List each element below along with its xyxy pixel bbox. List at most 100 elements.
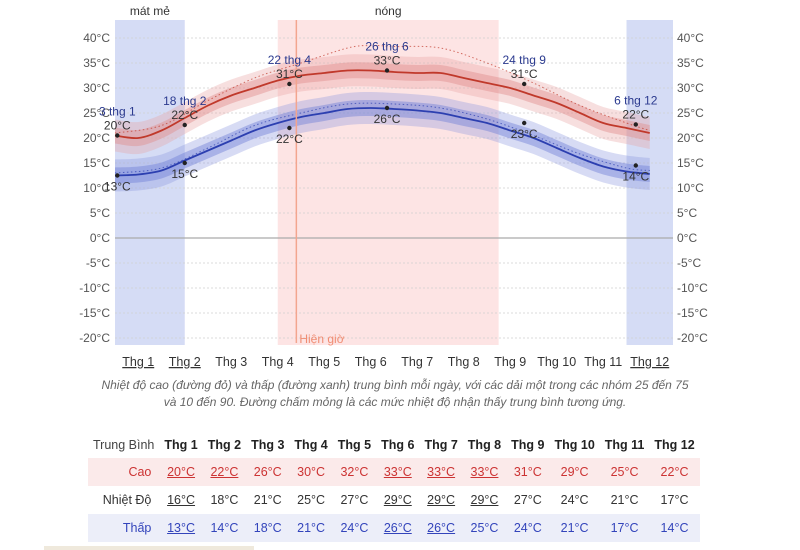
season-band [115, 20, 185, 345]
feels-like-low-line [114, 102, 650, 174]
annotation-high: 22°C [171, 108, 198, 122]
table-cell: 33°C [462, 458, 507, 486]
table-cell: 21°C [549, 514, 600, 542]
annotation-date: 26 thg 6 [365, 40, 409, 54]
y-tick-left: 0°C [90, 231, 110, 245]
annotation-high: 20°C [104, 119, 131, 133]
annotation-low: 13°C [104, 180, 131, 194]
table-cell: 29°C [376, 486, 420, 514]
y-tick-left: 40°C [83, 31, 110, 45]
table-cell: 16°C [159, 486, 203, 514]
y-tick-right: 40°C [677, 31, 704, 45]
high-point [522, 81, 527, 87]
table-month-header: Thg 6 [381, 438, 415, 452]
table-month-header: Thg 4 [294, 438, 328, 452]
table-cell: 25°C [599, 458, 650, 486]
annotation-high: 31°C [276, 67, 303, 81]
table-cell: 25°C [462, 514, 507, 542]
annotation-low: 23°C [511, 127, 538, 141]
table-cell-value: 30°C [297, 465, 326, 479]
table-cell: 22°C [649, 458, 700, 486]
table-month-header: Thg 9 [511, 438, 545, 452]
table-row-label: Cao [88, 458, 160, 486]
table-cell-value: 18°C [253, 521, 282, 535]
table-cell: 24°C [506, 514, 550, 542]
annotation-low: 22°C [276, 132, 303, 146]
annotation-date: 18 thg 2 [163, 94, 207, 108]
y-tick-left: 30°C [83, 81, 110, 95]
low-point [633, 163, 638, 168]
table-cell-value: 25°C [297, 493, 326, 507]
table-cell-value: 27°C [340, 493, 369, 507]
y-tick-left: -20°C [79, 331, 110, 345]
y-tick-right: 5°C [677, 206, 697, 220]
y-tick-right: 0°C [677, 231, 697, 245]
table-cell: 29°C [462, 486, 507, 514]
table-cell-value: 25°C [610, 465, 639, 479]
table-cell-value: 17°C [610, 521, 639, 535]
y-tick-left: 10°C [83, 181, 110, 195]
annotation-date: 3 thg 1 [99, 105, 136, 119]
table-cell: 33°C [376, 458, 420, 486]
month-label: Thg 11 [584, 355, 622, 369]
annotation-high: 22°C [622, 108, 649, 122]
table-cell: 24°C [549, 486, 600, 514]
y-tick-left: -10°C [79, 281, 110, 295]
table-cell: 20°C [159, 458, 203, 486]
month-label: Thg 9 [494, 355, 526, 369]
table-row-mean: Nhiệt Độ 16°C 18°C 21°C 25°C 27°C 29°C 29°C 29°C… [88, 486, 700, 514]
table-cell-value: 21°C [253, 493, 282, 507]
low-temp-line [114, 107, 650, 177]
footer-bar [44, 546, 254, 550]
high-point [384, 68, 390, 73]
annotation-low: 14°C [622, 170, 649, 184]
month-label: Thg 4 [262, 355, 294, 369]
high-point [633, 122, 638, 127]
table-month-header: Thg 12 [654, 438, 695, 452]
table-cell: 17°C [649, 486, 700, 514]
y-tick-right: 15°C [677, 156, 704, 170]
table-cell: 21°C [599, 486, 650, 514]
annotation-date: 22 thg 4 [268, 53, 312, 67]
table-cell: 17°C [599, 514, 650, 542]
low-band-10-90 [115, 92, 650, 192]
high-point [115, 133, 120, 138]
table-cell-value: 13°C [167, 521, 196, 535]
table-cell: 18°C [246, 514, 290, 542]
table-cell-value: 14°C [660, 521, 689, 535]
table-row-low: Thấp 13°C 14°C 18°C 21°C 24°C 26°C 26°C 25°C 24°C… [88, 514, 700, 542]
table-cell-value: 27°C [513, 493, 542, 507]
table-cell-value: 16°C [167, 493, 196, 507]
y-tick-left: -15°C [79, 306, 110, 320]
month-label: Thg 7 [401, 355, 433, 369]
table-cell: 22°C [202, 458, 247, 486]
table-cell-value: 29°C [427, 493, 456, 507]
table-row-label: Thấp [88, 514, 160, 542]
table-cell-value: 17°C [660, 493, 689, 507]
annotation-low: 26°C [374, 112, 401, 126]
y-tick-left: -5°C [86, 256, 110, 270]
table-cell: 26°C [419, 514, 463, 542]
high-band-25-75 [115, 62, 650, 147]
y-tick-left: 35°C [83, 56, 110, 70]
y-tick-right: -15°C [677, 306, 708, 320]
annotation-low: 15°C [171, 167, 198, 181]
season-band [626, 20, 673, 345]
now-marker-label: Hiện giờ [299, 332, 344, 346]
feels-like-high-line [114, 44, 650, 134]
season-label: nóng [375, 4, 402, 18]
table-cell: 14°C [202, 514, 247, 542]
table-cell: 27°C [506, 486, 550, 514]
month-label: Thg 5 [308, 355, 340, 369]
month-label: Thg 8 [448, 355, 480, 369]
table-cell: 21°C [289, 514, 333, 542]
table-row-label: Nhiệt Độ [88, 486, 160, 514]
table-cell: 14°C [649, 514, 700, 542]
y-tick-right: 20°C [677, 131, 704, 145]
month-label: Thg 2 [169, 355, 201, 369]
table-cell: 26°C [246, 458, 290, 486]
table-row-high: Cao 20°C 22°C 26°C 30°C 32°C 33°C 33°C 33°C 31°C 2… [88, 458, 700, 486]
table-cell-value: 26°C [427, 521, 456, 535]
table-cell-value: 32°C [340, 465, 369, 479]
table-cell: 27°C [332, 486, 377, 514]
